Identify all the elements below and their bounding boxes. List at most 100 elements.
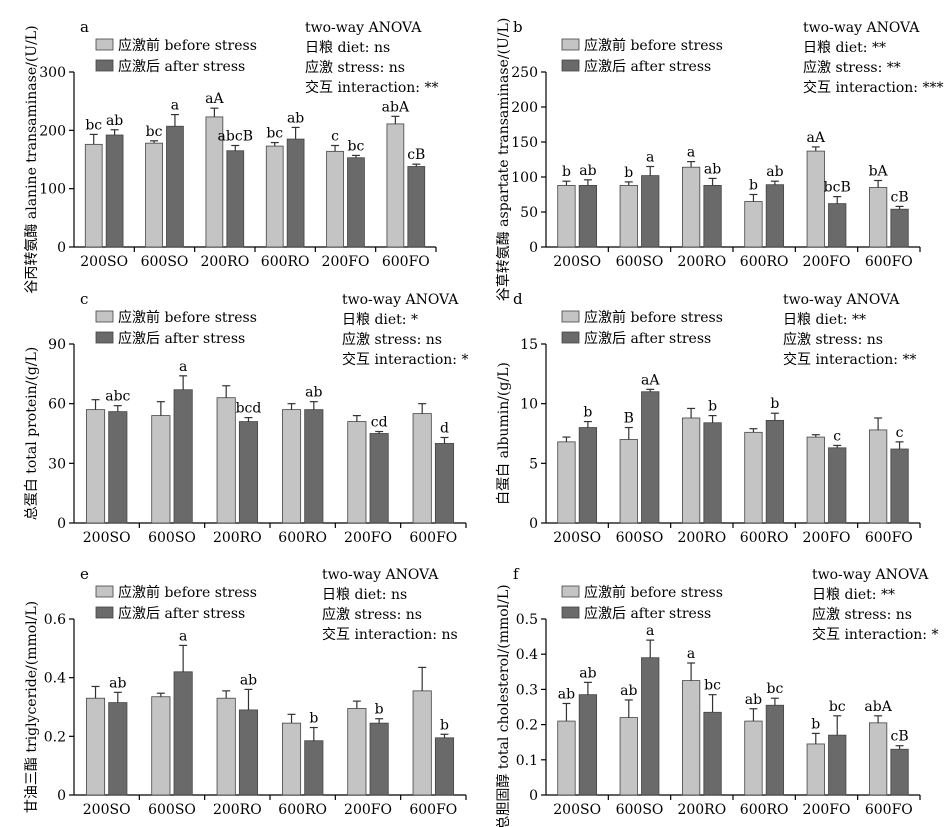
legend-after-label: 应激后 after stress <box>584 330 711 347</box>
anova-line: two-way ANOVA <box>803 20 920 36</box>
y-tick-label: 0.2 <box>516 718 538 734</box>
anova-line: 日粮 diet: ns <box>305 40 390 56</box>
y-tick-label: 15 <box>520 337 538 353</box>
y-tick-label: 0 <box>57 516 66 532</box>
anova-line: 日粮 diet: * <box>342 312 418 328</box>
bar-after-200RO <box>238 421 259 524</box>
panel-label: c <box>80 290 88 308</box>
significance-label: c <box>833 428 841 444</box>
bar-before-200RO <box>681 680 701 796</box>
significance-label: bc <box>829 699 846 715</box>
y-tick-label: 100 <box>511 170 538 186</box>
anova-line: 应激 stress: ** <box>803 59 901 76</box>
bar-before-200SO <box>557 441 576 524</box>
bar-before-600RO <box>265 145 284 248</box>
bar-before-200SO <box>557 720 576 796</box>
x-tick-label: 600SO <box>616 802 664 818</box>
anova-line: 日粮 diet: ** <box>803 40 886 56</box>
significance-label: aA <box>641 372 660 388</box>
bar-before-200SO <box>85 697 106 796</box>
significance-label: cB <box>890 729 908 745</box>
significance-label: b <box>375 702 384 718</box>
bar-after-600SO <box>173 671 193 796</box>
anova-line: 交互 interaction: ** <box>783 351 916 368</box>
significance-label: cB <box>407 147 425 163</box>
y-tick-label: 300 <box>39 65 66 81</box>
bar-before-600SO <box>619 184 638 248</box>
legend-swatch-before <box>561 585 580 598</box>
x-tick-label: 200SO <box>553 530 601 546</box>
significance-label: bcB <box>824 180 851 196</box>
x-tick-label: 600FO <box>382 254 430 270</box>
legend-before-label: 应激前 before stress <box>118 584 257 601</box>
significance-label: cB <box>890 189 908 205</box>
y-tick-label: 60 <box>48 397 66 413</box>
y-tick-label: 100 <box>39 182 66 198</box>
bar-before-600FO <box>868 187 888 248</box>
bar-before-200RO <box>216 697 236 796</box>
anova-line: 应激 stress: ns <box>783 331 883 348</box>
bar-before-200RO <box>681 166 701 248</box>
y-tick-label: 0 <box>57 240 66 256</box>
bar-after-200FO <box>347 157 365 248</box>
x-tick-label: 200FO <box>803 802 851 818</box>
panel-label: a <box>80 18 89 36</box>
panel-label: b <box>513 18 523 36</box>
legend-swatch-after <box>561 59 580 72</box>
x-tick-label: 600SO <box>616 530 664 546</box>
bar-after-200RO <box>238 709 259 796</box>
legend-swatch-after <box>95 59 114 72</box>
y-tick-label: 90 <box>48 337 66 353</box>
anova-line: 日粮 diet: ns <box>322 587 407 603</box>
x-tick-label: 600SO <box>616 254 664 270</box>
bar-before-600RO <box>281 722 302 796</box>
legend-swatch-before <box>561 310 580 323</box>
significance-label: bA <box>869 164 889 180</box>
significance-label: ab <box>620 683 637 699</box>
bar-before-200FO <box>806 436 825 524</box>
significance-label: a <box>171 98 179 114</box>
significance-label: a <box>687 145 695 161</box>
significance-label: ab <box>579 163 596 179</box>
anova-line: 应激 stress: ns <box>305 59 405 76</box>
bar-after-200RO <box>703 184 722 248</box>
x-tick-label: 200RO <box>677 530 726 546</box>
anova-line: two-way ANOVA <box>322 567 439 583</box>
y-axis-label: 总蛋白 total protein/(g/L) <box>24 347 40 521</box>
anova-line: 日粮 diet: ** <box>812 587 895 603</box>
significance-label: c <box>896 425 904 441</box>
bar-after-600RO <box>765 184 785 248</box>
y-tick-label: 0.1 <box>516 753 538 769</box>
significance-label: ab <box>287 110 304 126</box>
bar-before-200SO <box>85 409 106 524</box>
bar-after-200FO <box>828 734 847 796</box>
x-tick-label: 200SO <box>80 254 128 270</box>
bar-after-600FO <box>434 737 455 796</box>
bar-after-200RO <box>703 711 722 796</box>
x-tick-label: 600RO <box>740 802 789 818</box>
significance-label: bc <box>704 678 721 694</box>
significance-label: b <box>770 396 779 412</box>
significance-label: b <box>749 178 758 194</box>
significance-label: abA <box>382 99 410 115</box>
bar-after-200FO <box>369 433 389 524</box>
anova-line: 应激 stress: ns <box>322 606 422 623</box>
anova-line: 交互 interaction: * <box>812 626 938 643</box>
significance-label: abA <box>864 699 892 715</box>
bar-after-600RO <box>304 740 324 796</box>
y-tick-label: 5 <box>529 456 538 472</box>
y-tick-label: 0.3 <box>516 682 538 698</box>
significance-label: b <box>309 711 318 727</box>
x-tick-label: 600RO <box>278 530 327 546</box>
panel-label: d <box>513 290 523 308</box>
y-tick-label: 200 <box>511 100 538 116</box>
bar-before-200RO <box>216 397 236 524</box>
x-tick-label: 600RO <box>278 802 327 818</box>
bar-before-200FO <box>347 421 367 524</box>
anova-line: two-way ANOVA <box>812 567 929 583</box>
x-tick-label: 200RO <box>677 254 726 270</box>
y-tick-label: 0.4 <box>516 647 538 663</box>
